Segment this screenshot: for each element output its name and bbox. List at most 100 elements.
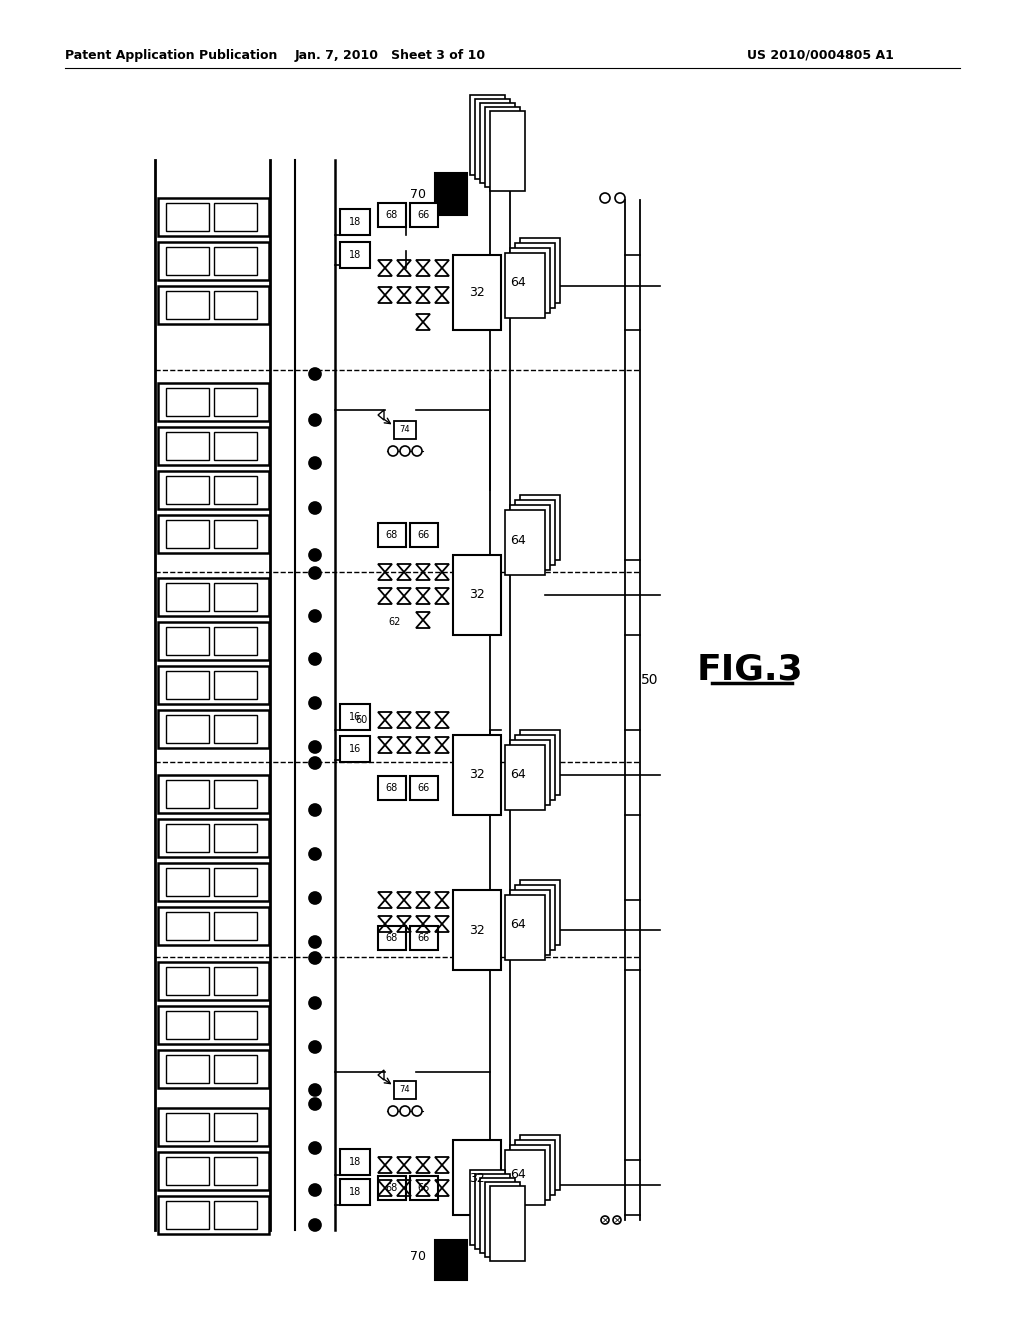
- Bar: [410, 203, 438, 227]
- Text: 60: 60: [356, 715, 368, 725]
- Text: 68: 68: [386, 1183, 398, 1193]
- Bar: [453, 1140, 501, 1214]
- Text: 18: 18: [349, 216, 361, 227]
- Bar: [520, 495, 560, 560]
- Bar: [158, 426, 269, 465]
- Text: 64: 64: [510, 919, 526, 932]
- Text: 68: 68: [386, 531, 398, 540]
- Bar: [158, 1196, 269, 1234]
- Bar: [394, 421, 416, 440]
- Bar: [214, 432, 257, 459]
- Text: 66: 66: [418, 933, 430, 942]
- Text: Patent Application Publication: Patent Application Publication: [65, 49, 278, 62]
- Bar: [158, 907, 269, 945]
- Bar: [214, 715, 257, 743]
- Circle shape: [400, 1106, 410, 1115]
- Bar: [166, 520, 209, 548]
- Text: 70: 70: [410, 189, 426, 202]
- Bar: [520, 730, 560, 795]
- Bar: [166, 715, 209, 743]
- Circle shape: [309, 610, 321, 622]
- Text: 74: 74: [399, 1085, 411, 1094]
- Bar: [166, 968, 209, 995]
- Bar: [490, 111, 525, 191]
- Bar: [435, 1239, 467, 1280]
- Bar: [166, 432, 209, 459]
- Bar: [410, 1176, 438, 1200]
- Text: 68: 68: [386, 210, 398, 220]
- Bar: [515, 243, 555, 308]
- Circle shape: [309, 1098, 321, 1110]
- Circle shape: [309, 653, 321, 665]
- Circle shape: [309, 804, 321, 816]
- Circle shape: [613, 1216, 621, 1224]
- Circle shape: [309, 1142, 321, 1154]
- Bar: [166, 1011, 209, 1039]
- Bar: [510, 1144, 550, 1200]
- Bar: [378, 927, 406, 950]
- Circle shape: [412, 1106, 422, 1115]
- Text: Jan. 7, 2010   Sheet 3 of 10: Jan. 7, 2010 Sheet 3 of 10: [295, 49, 485, 62]
- Bar: [378, 523, 406, 546]
- Circle shape: [309, 414, 321, 426]
- Bar: [166, 824, 209, 851]
- Bar: [515, 500, 555, 565]
- Text: 16: 16: [349, 744, 361, 754]
- Bar: [515, 884, 555, 950]
- Text: 50: 50: [641, 673, 658, 686]
- Circle shape: [309, 502, 321, 513]
- Bar: [520, 1135, 560, 1191]
- Bar: [158, 383, 269, 421]
- Bar: [158, 286, 269, 323]
- Text: 68: 68: [386, 933, 398, 942]
- Bar: [505, 895, 545, 960]
- Circle shape: [309, 568, 321, 579]
- Bar: [166, 477, 209, 504]
- Text: 66: 66: [418, 210, 430, 220]
- Bar: [158, 863, 269, 902]
- Bar: [214, 627, 257, 655]
- Bar: [214, 869, 257, 896]
- Text: 62: 62: [389, 616, 401, 627]
- Bar: [490, 1185, 525, 1261]
- Bar: [214, 247, 257, 275]
- Text: 32: 32: [469, 1172, 485, 1184]
- Bar: [485, 1181, 520, 1257]
- Text: 18: 18: [349, 1187, 361, 1197]
- Text: 32: 32: [469, 285, 485, 298]
- Bar: [510, 890, 550, 954]
- Bar: [515, 735, 555, 800]
- Circle shape: [309, 457, 321, 469]
- Text: ✕: ✕: [613, 1216, 621, 1225]
- Text: 74: 74: [399, 425, 411, 434]
- Bar: [214, 520, 257, 548]
- Bar: [158, 578, 269, 616]
- Bar: [166, 1113, 209, 1140]
- Circle shape: [601, 1216, 609, 1224]
- Text: US 2010/0004805 A1: US 2010/0004805 A1: [746, 49, 893, 62]
- Bar: [158, 1152, 269, 1191]
- Bar: [158, 710, 269, 748]
- Bar: [520, 238, 560, 304]
- Bar: [158, 515, 269, 553]
- Bar: [470, 1170, 505, 1245]
- Circle shape: [309, 997, 321, 1008]
- Text: ✕: ✕: [601, 1216, 608, 1225]
- Text: 66: 66: [418, 531, 430, 540]
- Bar: [485, 107, 520, 187]
- Circle shape: [400, 446, 410, 455]
- Bar: [505, 1150, 545, 1205]
- Bar: [510, 248, 550, 313]
- Circle shape: [309, 549, 321, 561]
- Bar: [378, 1176, 406, 1200]
- Circle shape: [388, 1106, 398, 1115]
- Bar: [410, 927, 438, 950]
- Bar: [166, 203, 209, 231]
- Circle shape: [615, 193, 625, 203]
- Bar: [214, 1201, 257, 1229]
- Bar: [340, 209, 370, 235]
- Bar: [453, 890, 501, 970]
- Bar: [158, 1049, 269, 1088]
- Circle shape: [412, 446, 422, 455]
- Circle shape: [309, 1084, 321, 1096]
